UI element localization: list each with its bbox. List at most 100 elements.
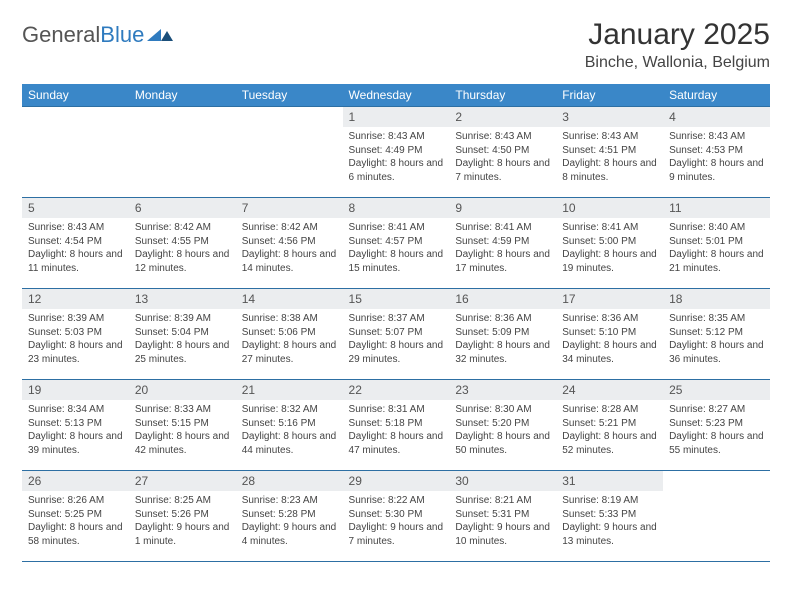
logo-word2: Blue: [100, 22, 144, 48]
title-block: January 2025 Binche, Wallonia, Belgium: [585, 18, 770, 72]
calendar-cell: 10Sunrise: 8:41 AMSunset: 5:00 PMDayligh…: [556, 198, 663, 289]
day-details: Sunrise: 8:39 AMSunset: 5:03 PMDaylight:…: [22, 309, 129, 370]
day-details: Sunrise: 8:34 AMSunset: 5:13 PMDaylight:…: [22, 400, 129, 461]
calendar-cell: 20Sunrise: 8:33 AMSunset: 5:15 PMDayligh…: [129, 380, 236, 471]
calendar-cell: 24Sunrise: 8:28 AMSunset: 5:21 PMDayligh…: [556, 380, 663, 471]
day-number: 23: [449, 380, 556, 400]
calendar-cell: 30Sunrise: 8:21 AMSunset: 5:31 PMDayligh…: [449, 471, 556, 562]
day-details: Sunrise: 8:27 AMSunset: 5:23 PMDaylight:…: [663, 400, 770, 461]
day-details: Sunrise: 8:38 AMSunset: 5:06 PMDaylight:…: [236, 309, 343, 370]
day-number: 1: [343, 107, 450, 127]
calendar-cell: 31Sunrise: 8:19 AMSunset: 5:33 PMDayligh…: [556, 471, 663, 562]
calendar-cell: 7Sunrise: 8:42 AMSunset: 4:56 PMDaylight…: [236, 198, 343, 289]
day-details: Sunrise: 8:21 AMSunset: 5:31 PMDaylight:…: [449, 491, 556, 552]
day-number: 7: [236, 198, 343, 218]
day-details: Sunrise: 8:43 AMSunset: 4:49 PMDaylight:…: [343, 127, 450, 188]
calendar-cell: 8Sunrise: 8:41 AMSunset: 4:57 PMDaylight…: [343, 198, 450, 289]
weekday-header: Sunday: [22, 84, 129, 107]
day-details: Sunrise: 8:30 AMSunset: 5:20 PMDaylight:…: [449, 400, 556, 461]
day-details: Sunrise: 8:42 AMSunset: 4:55 PMDaylight:…: [129, 218, 236, 279]
day-number: 25: [663, 380, 770, 400]
weekday-header: Tuesday: [236, 84, 343, 107]
weekday-header: Wednesday: [343, 84, 450, 107]
day-number: 15: [343, 289, 450, 309]
day-number: 28: [236, 471, 343, 491]
day-number: 13: [129, 289, 236, 309]
day-number: 8: [343, 198, 450, 218]
day-details: Sunrise: 8:23 AMSunset: 5:28 PMDaylight:…: [236, 491, 343, 552]
day-details: Sunrise: 8:28 AMSunset: 5:21 PMDaylight:…: [556, 400, 663, 461]
calendar-cell: 17Sunrise: 8:36 AMSunset: 5:10 PMDayligh…: [556, 289, 663, 380]
calendar-table: SundayMondayTuesdayWednesdayThursdayFrid…: [22, 84, 770, 562]
logo-mark-icon: [147, 21, 173, 47]
logo-word1: General: [22, 22, 100, 48]
month-title: January 2025: [585, 18, 770, 52]
calendar-cell: [22, 107, 129, 198]
day-details: Sunrise: 8:43 AMSunset: 4:50 PMDaylight:…: [449, 127, 556, 188]
day-details: Sunrise: 8:43 AMSunset: 4:54 PMDaylight:…: [22, 218, 129, 279]
calendar-cell: 22Sunrise: 8:31 AMSunset: 5:18 PMDayligh…: [343, 380, 450, 471]
day-details: Sunrise: 8:36 AMSunset: 5:10 PMDaylight:…: [556, 309, 663, 370]
day-number: 19: [22, 380, 129, 400]
day-number: 4: [663, 107, 770, 127]
header: GeneralBlue January 2025 Binche, Walloni…: [22, 18, 770, 72]
day-number: 12: [22, 289, 129, 309]
day-details: Sunrise: 8:43 AMSunset: 4:53 PMDaylight:…: [663, 127, 770, 188]
calendar-cell: 16Sunrise: 8:36 AMSunset: 5:09 PMDayligh…: [449, 289, 556, 380]
day-number: 22: [343, 380, 450, 400]
day-number: 27: [129, 471, 236, 491]
calendar-cell: 3Sunrise: 8:43 AMSunset: 4:51 PMDaylight…: [556, 107, 663, 198]
day-details: Sunrise: 8:41 AMSunset: 5:00 PMDaylight:…: [556, 218, 663, 279]
day-details: Sunrise: 8:26 AMSunset: 5:25 PMDaylight:…: [22, 491, 129, 552]
day-number: 18: [663, 289, 770, 309]
calendar-cell: 12Sunrise: 8:39 AMSunset: 5:03 PMDayligh…: [22, 289, 129, 380]
day-details: Sunrise: 8:42 AMSunset: 4:56 PMDaylight:…: [236, 218, 343, 279]
calendar-row: 5Sunrise: 8:43 AMSunset: 4:54 PMDaylight…: [22, 198, 770, 289]
day-number: 26: [22, 471, 129, 491]
day-details: Sunrise: 8:22 AMSunset: 5:30 PMDaylight:…: [343, 491, 450, 552]
day-details: Sunrise: 8:41 AMSunset: 4:57 PMDaylight:…: [343, 218, 450, 279]
day-details: Sunrise: 8:19 AMSunset: 5:33 PMDaylight:…: [556, 491, 663, 552]
day-details: Sunrise: 8:32 AMSunset: 5:16 PMDaylight:…: [236, 400, 343, 461]
day-number: 5: [22, 198, 129, 218]
day-number: 6: [129, 198, 236, 218]
day-details: Sunrise: 8:43 AMSunset: 4:51 PMDaylight:…: [556, 127, 663, 188]
calendar-cell: 4Sunrise: 8:43 AMSunset: 4:53 PMDaylight…: [663, 107, 770, 198]
day-number: 31: [556, 471, 663, 491]
calendar-cell: 23Sunrise: 8:30 AMSunset: 5:20 PMDayligh…: [449, 380, 556, 471]
day-details: Sunrise: 8:36 AMSunset: 5:09 PMDaylight:…: [449, 309, 556, 370]
day-number: 3: [556, 107, 663, 127]
day-details: Sunrise: 8:25 AMSunset: 5:26 PMDaylight:…: [129, 491, 236, 552]
calendar-cell: 25Sunrise: 8:27 AMSunset: 5:23 PMDayligh…: [663, 380, 770, 471]
calendar-cell: 21Sunrise: 8:32 AMSunset: 5:16 PMDayligh…: [236, 380, 343, 471]
day-number: 21: [236, 380, 343, 400]
day-number: 16: [449, 289, 556, 309]
day-number: 29: [343, 471, 450, 491]
calendar-row: 1Sunrise: 8:43 AMSunset: 4:49 PMDaylight…: [22, 107, 770, 198]
day-details: Sunrise: 8:33 AMSunset: 5:15 PMDaylight:…: [129, 400, 236, 461]
day-details: Sunrise: 8:39 AMSunset: 5:04 PMDaylight:…: [129, 309, 236, 370]
day-number: 14: [236, 289, 343, 309]
calendar-cell: 19Sunrise: 8:34 AMSunset: 5:13 PMDayligh…: [22, 380, 129, 471]
calendar-cell: 18Sunrise: 8:35 AMSunset: 5:12 PMDayligh…: [663, 289, 770, 380]
calendar-cell: [663, 471, 770, 562]
day-number: 9: [449, 198, 556, 218]
calendar-cell: 9Sunrise: 8:41 AMSunset: 4:59 PMDaylight…: [449, 198, 556, 289]
location: Binche, Wallonia, Belgium: [585, 54, 770, 72]
day-number: 24: [556, 380, 663, 400]
calendar-body: 1Sunrise: 8:43 AMSunset: 4:49 PMDaylight…: [22, 107, 770, 562]
logo: GeneralBlue: [22, 22, 173, 48]
weekday-header: Saturday: [663, 84, 770, 107]
day-details: Sunrise: 8:37 AMSunset: 5:07 PMDaylight:…: [343, 309, 450, 370]
calendar-cell: 5Sunrise: 8:43 AMSunset: 4:54 PMDaylight…: [22, 198, 129, 289]
day-number: 17: [556, 289, 663, 309]
day-details: Sunrise: 8:35 AMSunset: 5:12 PMDaylight:…: [663, 309, 770, 370]
day-number: 20: [129, 380, 236, 400]
day-details: Sunrise: 8:31 AMSunset: 5:18 PMDaylight:…: [343, 400, 450, 461]
day-details: Sunrise: 8:41 AMSunset: 4:59 PMDaylight:…: [449, 218, 556, 279]
calendar-cell: 1Sunrise: 8:43 AMSunset: 4:49 PMDaylight…: [343, 107, 450, 198]
weekday-header: Monday: [129, 84, 236, 107]
calendar-cell: 6Sunrise: 8:42 AMSunset: 4:55 PMDaylight…: [129, 198, 236, 289]
calendar-cell: [129, 107, 236, 198]
calendar-cell: 29Sunrise: 8:22 AMSunset: 5:30 PMDayligh…: [343, 471, 450, 562]
